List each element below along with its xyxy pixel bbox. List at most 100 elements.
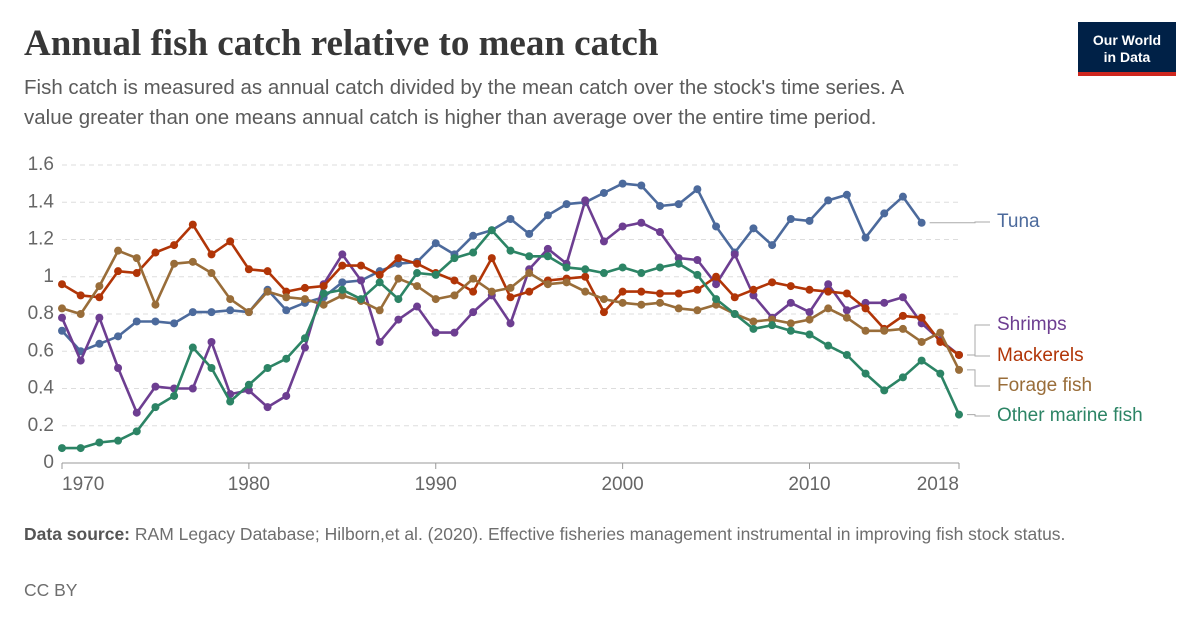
- data-point: [375, 337, 384, 346]
- data-point: [95, 282, 104, 291]
- data-point: [487, 226, 496, 235]
- data-point: [618, 263, 627, 272]
- source-label: Data source:: [24, 524, 131, 544]
- data-point: [562, 263, 571, 272]
- y-tick-label: 0.2: [28, 415, 54, 436]
- data-point: [469, 287, 478, 296]
- data-point: [917, 218, 926, 227]
- data-point: [768, 321, 777, 330]
- data-point: [114, 332, 123, 341]
- data-point: [76, 444, 85, 453]
- data-point: [955, 350, 963, 359]
- data-point: [263, 287, 272, 296]
- data-point: [226, 397, 235, 406]
- data-point: [244, 386, 253, 395]
- data-point: [842, 313, 851, 322]
- data-point: [562, 278, 571, 287]
- data-point: [898, 192, 907, 201]
- data-point: [300, 334, 309, 343]
- data-point: [58, 444, 66, 453]
- data-point: [431, 328, 440, 337]
- data-point: [300, 295, 309, 304]
- data-point: [151, 248, 160, 257]
- data-point: [637, 287, 646, 296]
- data-point: [618, 298, 627, 307]
- data-point: [132, 427, 141, 436]
- data-point: [637, 218, 646, 227]
- source-text: RAM Legacy Database; Hilborn,et al. (202…: [134, 524, 1066, 544]
- data-point: [394, 315, 403, 324]
- data-point: [394, 274, 403, 283]
- x-tick-label: 2000: [601, 474, 643, 495]
- data-point: [637, 300, 646, 309]
- series-label: Forage fish: [997, 375, 1092, 396]
- data-point: [674, 200, 683, 209]
- data-point: [151, 382, 160, 391]
- data-point: [805, 330, 814, 339]
- label-connector: [967, 324, 990, 356]
- data-point: [207, 269, 216, 278]
- data-point: [880, 326, 889, 335]
- data-point: [338, 285, 347, 294]
- data-point: [375, 306, 384, 315]
- data-point: [282, 391, 291, 400]
- y-tick-label: 1.4: [28, 191, 55, 212]
- data-point: [132, 254, 141, 263]
- data-point: [599, 308, 608, 317]
- data-point: [226, 295, 235, 304]
- label-connector: [967, 354, 990, 357]
- data-point: [431, 295, 440, 304]
- data-point: [842, 350, 851, 359]
- data-point: [543, 252, 552, 261]
- data-point: [58, 326, 66, 335]
- logo[interactable]: Our World in Data: [1078, 22, 1176, 76]
- data-point: [319, 282, 328, 291]
- data-point: [394, 295, 403, 304]
- data-point: [170, 319, 179, 328]
- data-point: [450, 328, 459, 337]
- data-point: [394, 254, 403, 263]
- data-point: [656, 289, 664, 298]
- data-point: [786, 215, 795, 224]
- data-point: [693, 285, 702, 294]
- data-point: [170, 241, 179, 250]
- data-point: [338, 278, 347, 287]
- data-point: [656, 228, 664, 237]
- data-point: [300, 343, 309, 352]
- data-point: [525, 287, 534, 296]
- data-point: [207, 250, 216, 259]
- data-point: [712, 295, 721, 304]
- y-tick-label: 1: [43, 266, 54, 287]
- data-point: [861, 233, 870, 242]
- data-point: [338, 291, 347, 300]
- data-point: [170, 391, 179, 400]
- license[interactable]: CC BY: [24, 580, 78, 600]
- data-point: [76, 356, 85, 365]
- data-point: [431, 239, 440, 248]
- data-point: [357, 295, 365, 304]
- data-point: [394, 259, 403, 268]
- data-point: [114, 246, 123, 255]
- data-point: [226, 237, 235, 246]
- data-point: [805, 285, 814, 294]
- data-point: [674, 254, 683, 263]
- y-tick-label: 1.6: [28, 154, 54, 175]
- y-tick-label: 0.6: [28, 340, 54, 361]
- data-point: [338, 261, 347, 270]
- data-point: [824, 280, 833, 289]
- data-point: [357, 261, 365, 270]
- data-point: [768, 315, 777, 324]
- data-point: [674, 289, 683, 298]
- data-point: [95, 339, 104, 348]
- data-point: [76, 291, 85, 300]
- data-point: [898, 373, 907, 382]
- data-point: [581, 287, 590, 296]
- logo-text: Our World: [1092, 32, 1162, 48]
- data-point: [768, 241, 777, 250]
- data-point: [599, 237, 608, 246]
- data-point: [170, 259, 179, 268]
- data-point: [880, 209, 889, 218]
- data-point: [300, 283, 309, 292]
- data-point: [525, 229, 534, 238]
